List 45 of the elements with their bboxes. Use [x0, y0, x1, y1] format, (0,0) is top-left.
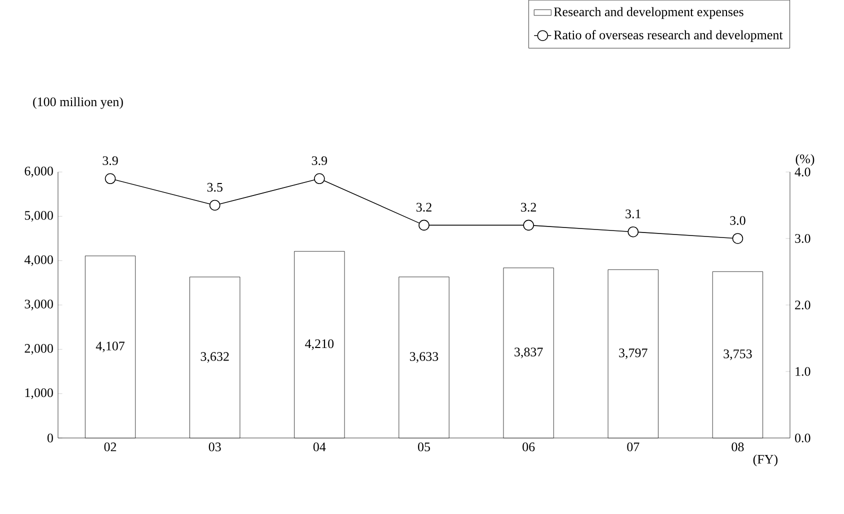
x-tick-label: 04: [313, 442, 326, 452]
point: [523, 220, 534, 231]
x-tick-label: 07: [627, 442, 640, 452]
y-tick-label: 4,000: [24, 255, 53, 266]
y2-tick-label: 1.0: [796, 367, 810, 376]
x-tick-label: 08: [732, 442, 744, 452]
data-label: 3.1: [626, 210, 640, 218]
data-label: 3,632: [200, 352, 229, 363]
legend-label: Ratio of overseas research and development: [554, 30, 783, 42]
x-tick-label: 02: [104, 442, 116, 452]
point: [209, 200, 220, 211]
legend-label: Research and development expenses: [554, 7, 744, 19]
y2-tick-label: 4.0: [794, 168, 810, 176]
data-label: 3,753: [724, 349, 752, 360]
y2-tick-label: 0.0: [795, 434, 810, 442]
x-tick-label: 03: [208, 442, 221, 452]
y-tick-label: 2,000: [24, 344, 53, 355]
data-label: 3.9: [102, 156, 118, 166]
y2-tick-label: 2.0: [795, 300, 810, 310]
x-axis-title: (FY): [753, 454, 778, 466]
data-label: 3,797: [619, 348, 648, 360]
x-tick-label: 06: [522, 442, 535, 452]
y-axis-title: (100 million yen): [33, 97, 123, 109]
data-label: 4,210: [305, 339, 334, 350]
y-tick-label: 6,000: [24, 166, 53, 178]
data-label: 3,837: [514, 348, 543, 358]
data-label: 3.0: [730, 216, 746, 225]
point: [628, 226, 639, 238]
y2-tick-label: 3.0: [795, 234, 810, 243]
point: [732, 233, 744, 244]
y-tick-label: 1,000: [25, 388, 53, 399]
y2-axis-title: (%): [796, 154, 814, 166]
y-tick-label: 3,000: [24, 300, 53, 310]
point: [418, 220, 430, 231]
point: [104, 173, 116, 184]
data-label: 3,633: [410, 352, 438, 363]
data-label: 3.9: [312, 156, 328, 166]
x-tick-label: 05: [418, 442, 430, 452]
data-label: 3.2: [521, 202, 536, 212]
data-label: 4,107: [96, 342, 125, 352]
y-tick-label: 0: [47, 434, 53, 442]
y-tick-label: 5,000: [24, 211, 53, 222]
point: [314, 173, 325, 184]
data-label: 3.5: [207, 182, 222, 192]
data-label: 3.2: [416, 202, 432, 212]
